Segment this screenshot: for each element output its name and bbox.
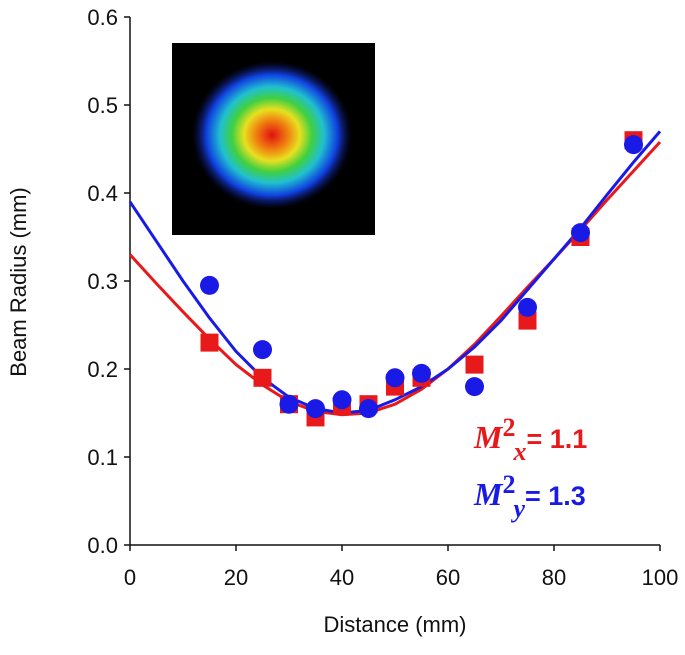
annotation-index: x — [512, 437, 526, 466]
x-tick-label: 40 — [330, 565, 354, 590]
y-tick-label: 0.4 — [87, 181, 118, 206]
beam-profile — [192, 61, 352, 209]
annotation: M2 x= 1.1 — [473, 413, 587, 466]
annotation-power: 2 — [502, 470, 515, 499]
x-axis-label: Distance (mm) — [323, 612, 466, 637]
data-point — [385, 368, 405, 388]
annotation-text: = 1.1 — [526, 424, 587, 454]
data-point — [518, 297, 537, 317]
annotation-index: y — [510, 494, 525, 523]
x-tick-label: 80 — [542, 565, 566, 590]
y-axis-label: Beam Radius (mm) — [6, 187, 31, 376]
annotation: M2 y= 1.3 — [473, 470, 586, 523]
y-tick-label: 0.1 — [87, 445, 118, 470]
data-point — [412, 363, 431, 383]
y-tick-label: 0.3 — [87, 269, 118, 294]
x-tick-label: 20 — [224, 565, 248, 590]
data-point — [465, 355, 484, 374]
data-point — [624, 135, 643, 155]
annotation-symbol: M — [473, 419, 504, 455]
data-point — [200, 333, 219, 352]
data-point — [253, 368, 272, 387]
annotation-text: = 1.3 — [525, 481, 586, 511]
x-tick-label: 60 — [436, 565, 460, 590]
y-tick-label: 0.6 — [87, 5, 118, 30]
data-point — [571, 223, 590, 243]
inset-image — [172, 43, 375, 235]
x-tick-label: 100 — [642, 565, 679, 590]
data-point — [200, 275, 219, 295]
y-tick-label: 0.5 — [87, 93, 118, 118]
annotation-power: 2 — [502, 413, 515, 442]
annotation-symbol: M — [473, 476, 504, 512]
x-tick-label: 0 — [124, 565, 136, 590]
data-point — [518, 311, 537, 330]
data-point — [465, 377, 484, 397]
data-point — [279, 394, 299, 414]
data-point — [306, 399, 325, 419]
y-tick-label: 0.0 — [87, 533, 118, 558]
data-point — [332, 390, 352, 410]
data-point — [359, 399, 378, 419]
y-tick-label: 0.2 — [87, 357, 118, 382]
data-point — [253, 340, 272, 360]
